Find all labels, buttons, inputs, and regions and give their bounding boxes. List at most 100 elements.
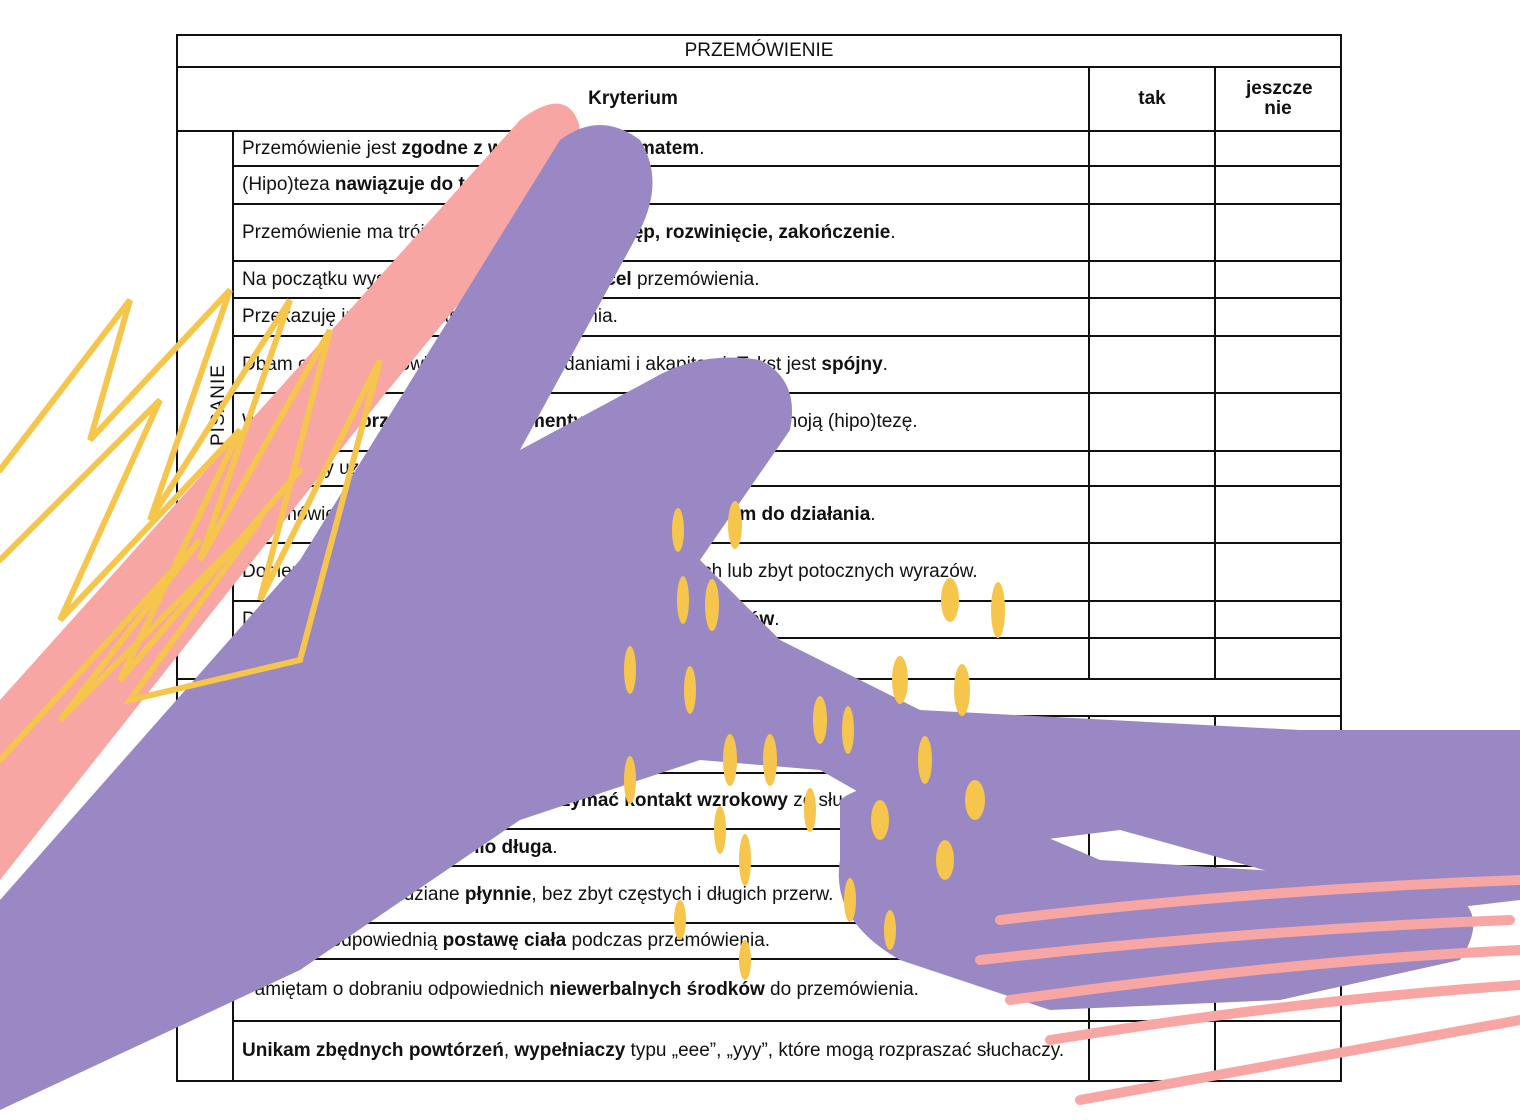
header-cell: Kryterium — [176, 66, 1090, 132]
bold-text: wypełniaczy — [514, 1040, 626, 1061]
bold-text: nawiązuje do tematu — [334, 174, 521, 195]
criterion-row: Przemówienie ma trójdzielną kompozycję: … — [177, 203, 1343, 262]
criterion-cell: Pamiętam o dobraniu odpowiednich niewerb… — [232, 958, 1090, 1022]
section-label: PISANIE — [207, 364, 229, 446]
criterion-row: PISANIE Przemówienie jest zgodne z wyznac… — [176, 130, 1343, 680]
bold-text: wstęp, rozwinięcie, zakończenie — [601, 221, 891, 243]
section-cell: PISANIE — [176, 130, 234, 680]
text: lub — [615, 503, 652, 525]
text: Przemówienie kończy się — [242, 503, 461, 525]
criterion-row: Dbam o logiczne powiązania między zdania… — [177, 335, 1343, 394]
text: i — [590, 268, 606, 290]
section-cell — [176, 715, 234, 1082]
criterion-row: Na początku wystąpienia określam temat i… — [177, 260, 1343, 299]
criterion-row: Dbam o poprawną wymowę – wyraźne zakończ… — [177, 600, 1343, 639]
criterion-cell: Dobieram słownictwo do odbiorcy, unikają… — [232, 542, 1090, 602]
text: Mówię w — [242, 733, 322, 755]
criterion-row: Unikam zbędnych powtórzeń, wypełniaczy t… — [177, 1020, 1343, 1082]
jeszcze-nie-cell — [1213, 335, 1343, 394]
text: Podczas przemówienia staram się — [242, 790, 536, 811]
text: podczas przemówienia. — [566, 930, 771, 951]
jeszcze-nie-cell — [1213, 165, 1343, 205]
text: Dbam o poprawną wymowę – — [242, 608, 498, 630]
text: Zdania są wypowiedziane — [242, 883, 465, 905]
jeszcze-nie-cell — [1213, 485, 1343, 544]
tak-cell — [1088, 828, 1216, 867]
text: Pamiętam o dobraniu odpowiednich — [242, 979, 550, 1000]
bold-text: wezwaniem do działania — [651, 503, 871, 525]
tak-cell — [1088, 130, 1216, 167]
jeszcze-nie-cell — [1213, 828, 1343, 867]
tak-cell — [1088, 392, 1216, 452]
text: . — [890, 221, 896, 243]
header-cell: jeszcze nie — [1213, 66, 1343, 132]
text: – dowody wspierające moją (hipo)tezę. — [583, 411, 918, 432]
criterion-cell: (Hipo)teza nawiązuje do tematu. — [232, 165, 1090, 205]
criterion-row: Zdania są wypowiedziane płynnie, bez zby… — [177, 865, 1343, 924]
criterion-row: (Hipo)teza nawiązuje do tematu. — [177, 165, 1343, 205]
text: . — [552, 836, 558, 858]
bold-text: temat — [539, 268, 591, 290]
bold-text: przykłady — [457, 457, 546, 479]
text: Argumenty uzupełniam o — [242, 457, 458, 479]
text: . — [687, 457, 693, 479]
tak-cell — [1088, 260, 1216, 299]
tak-cell — [1088, 450, 1216, 487]
bold-text: podsumowaniem — [460, 503, 616, 525]
criterion-row: Przekazuję informacje łatwe do zrozumien… — [177, 297, 1343, 337]
criterion-cell: Przekazuję informacje łatwe do zrozumien… — [232, 297, 1090, 337]
criterion-cell: Wykorzystuję przekonujące argumenty – do… — [232, 392, 1090, 452]
text: ze słuchaczami. — [787, 790, 929, 811]
text: do przemówienia. — [764, 979, 919, 1000]
jeszcze-nie-cell — [1213, 450, 1343, 487]
criterion-cell: Argumenty uzupełniam o przykłady lub wyj… — [232, 450, 1090, 487]
text: . — [882, 353, 888, 375]
text: lub — [545, 457, 582, 479]
criteria-table: PRZEMÓWIENIE Kryterium tak jeszcze nie P… — [175, 34, 1343, 1082]
bold-text: wyraźne zakończenie wyrazów — [497, 608, 775, 630]
criterion-cell: Wypowiedź jest odpowiednio długa. — [232, 828, 1090, 867]
bold-text: niewerbalnych środków — [549, 979, 765, 1000]
tak-cell — [1088, 600, 1216, 639]
bold-text: wyjaśnienia — [581, 457, 688, 479]
text: . — [699, 137, 705, 159]
tak-cell — [1088, 922, 1216, 960]
jeszcze-nie-cell — [1213, 392, 1343, 452]
criterion-cell: Pamiętaj: ortografia i interpunkcja też … — [175, 678, 1343, 717]
text: , bez zbyt częstych i długich przerw. — [531, 883, 834, 905]
text: Przemówienie ma trójdzielną kompozycję: — [242, 221, 602, 243]
tak-cell — [1088, 542, 1216, 602]
bold-text: odpowiednio długa — [379, 836, 553, 858]
text: Przemówienie jest — [242, 137, 402, 159]
bold-text: utrzymać kontakt wzrokowy — [535, 790, 788, 811]
tak-cell — [1088, 485, 1216, 544]
jeszcze-nie-cell — [1213, 260, 1343, 299]
jeszcze-nie-cell — [1213, 922, 1343, 960]
jeszcze-nie-cell — [1213, 1020, 1343, 1082]
text: Dbam o logiczne powiązania między zdania… — [242, 353, 822, 375]
tak-cell — [1088, 335, 1216, 394]
jeszcze-nie-cell — [1213, 772, 1343, 830]
text: . — [774, 608, 780, 630]
table-title: PRZEMÓWIENIE — [175, 34, 1343, 68]
jeszcze-nie-cell — [1213, 865, 1343, 924]
criterion-row: Wykorzystuję przekonujące argumenty – do… — [177, 392, 1343, 452]
criterion-row: Podczas przemówienia staram się utrzymać… — [177, 772, 1343, 830]
jeszcze-nie-cell — [1213, 542, 1343, 602]
text: Wykorzystuję — [242, 411, 361, 432]
header-row: Kryterium tak jeszcze nie — [176, 66, 1343, 132]
criterion-row: Wypowiedź jest odpowiednio długa. — [177, 828, 1343, 867]
header-cell: tak — [1088, 66, 1216, 132]
bold-text: zgodne z wyznaczonym tematem — [401, 137, 700, 159]
text: Przekazuję informacje łatwe do zrozumien… — [242, 306, 618, 327]
text: typu „eee”, „yyy”, które mogą rozpraszać… — [625, 1040, 1065, 1061]
tak-cell — [1088, 637, 1216, 680]
text: (Hipo)teza — [242, 174, 335, 195]
tak-cell — [1088, 715, 1216, 774]
text: , — [503, 1040, 515, 1061]
tak-cell — [1088, 165, 1216, 205]
text: Przyjmuję odpowiednią — [242, 930, 443, 951]
criterion-cell: Na początku wystąpienia określam temat i… — [232, 260, 1090, 299]
tak-cell — [1088, 203, 1216, 262]
